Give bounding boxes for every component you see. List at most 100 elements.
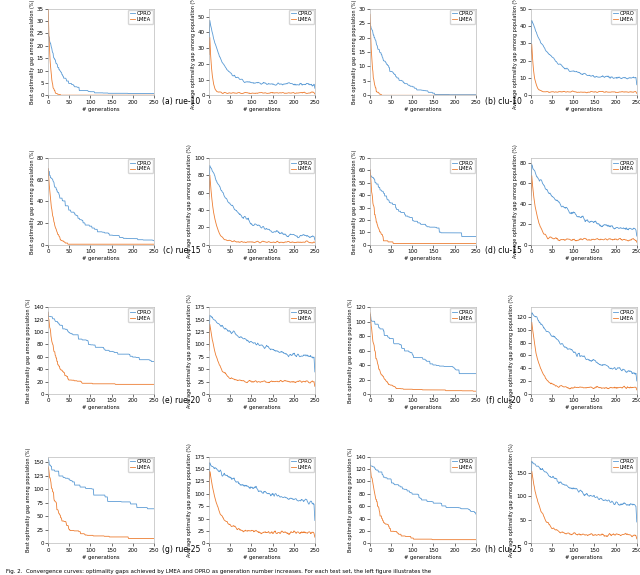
LMEA — [569, 236, 577, 243]
OPRO — [472, 233, 479, 240]
LMEA — [366, 309, 374, 316]
OPRO — [44, 455, 52, 462]
OPRO — [456, 370, 463, 377]
OPRO — [599, 223, 607, 229]
OPRO — [528, 161, 536, 168]
Line: LMEA: LMEA — [48, 1, 154, 95]
OPRO — [429, 90, 436, 97]
LMEA — [430, 386, 438, 393]
LMEA — [438, 536, 446, 543]
LMEA — [116, 241, 124, 248]
OPRO — [599, 497, 607, 504]
LMEA — [599, 531, 607, 538]
LMEA — [124, 381, 132, 388]
OPRO — [150, 358, 157, 365]
OPRO — [607, 74, 615, 81]
X-axis label: # generations: # generations — [82, 405, 120, 411]
OPRO — [206, 17, 214, 24]
OPRO — [633, 377, 640, 384]
OPRO — [205, 46, 213, 53]
OPRO — [205, 193, 213, 200]
OPRO — [576, 213, 584, 220]
OPRO — [438, 229, 445, 236]
OPRO — [430, 224, 438, 231]
OPRO — [144, 505, 152, 512]
OPRO — [254, 486, 262, 493]
OPRO — [268, 229, 276, 236]
OPRO — [268, 490, 276, 497]
OPRO — [269, 81, 277, 87]
Line: LMEA: LMEA — [370, 14, 476, 95]
LMEA — [64, 241, 72, 248]
OPRO — [124, 235, 131, 242]
OPRO — [92, 344, 100, 351]
LMEA — [408, 240, 416, 247]
LMEA — [108, 534, 116, 540]
LMEA — [109, 92, 116, 99]
OPRO — [576, 488, 584, 494]
LMEA — [268, 378, 276, 385]
LMEA — [111, 381, 119, 388]
LMEA — [311, 90, 319, 97]
OPRO — [445, 229, 453, 236]
LMEA — [599, 88, 607, 95]
OPRO — [591, 218, 599, 225]
X-axis label: # generations: # generations — [82, 256, 120, 261]
OPRO — [458, 233, 466, 240]
LMEA — [527, 345, 535, 352]
LMEA — [408, 386, 415, 393]
OPRO — [254, 79, 262, 86]
OPRO — [107, 232, 115, 239]
OPRO — [247, 79, 255, 86]
LMEA — [206, 34, 214, 41]
OPRO — [86, 485, 93, 492]
OPRO — [472, 91, 479, 98]
OPRO — [528, 458, 536, 465]
Line: OPRO: OPRO — [209, 20, 315, 89]
LMEA — [472, 240, 479, 247]
OPRO — [247, 484, 255, 490]
OPRO — [150, 237, 157, 244]
OPRO — [408, 83, 415, 90]
LMEA — [44, 0, 52, 5]
Legend: OPRO, LMEA: OPRO, LMEA — [450, 458, 475, 472]
LMEA — [429, 240, 437, 247]
LMEA — [254, 90, 262, 97]
Y-axis label: Average optimality gap among population (%): Average optimality gap among population … — [188, 294, 192, 408]
OPRO — [438, 91, 445, 98]
OPRO — [408, 214, 415, 221]
X-axis label: # generations: # generations — [243, 405, 281, 411]
LMEA — [116, 92, 124, 99]
LMEA — [311, 383, 319, 390]
OPRO — [528, 309, 536, 316]
OPRO — [206, 459, 214, 466]
LMEA — [107, 380, 115, 387]
X-axis label: # generations: # generations — [82, 107, 120, 112]
OPRO — [590, 218, 598, 225]
OPRO — [527, 342, 535, 348]
Legend: OPRO, LMEA: OPRO, LMEA — [611, 308, 636, 322]
Text: (c) rue-15: (c) rue-15 — [163, 247, 200, 255]
OPRO — [591, 494, 599, 501]
LMEA — [254, 378, 262, 385]
LMEA — [247, 377, 255, 384]
LMEA — [205, 51, 213, 58]
OPRO — [528, 17, 536, 24]
LMEA — [116, 381, 124, 388]
OPRO — [429, 224, 436, 231]
Line: LMEA: LMEA — [209, 175, 315, 243]
OPRO — [268, 346, 276, 352]
LMEA — [150, 241, 157, 248]
OPRO — [438, 363, 445, 370]
Text: (d) clu-15: (d) clu-15 — [485, 247, 522, 255]
Line: LMEA: LMEA — [370, 313, 476, 391]
LMEA — [527, 197, 535, 204]
Legend: OPRO, LMEA: OPRO, LMEA — [450, 308, 475, 322]
LMEA — [569, 385, 577, 392]
Y-axis label: Average optimality gap among population (%): Average optimality gap among population … — [513, 144, 518, 258]
Line: LMEA: LMEA — [531, 471, 637, 539]
OPRO — [277, 230, 285, 237]
Y-axis label: Average optimality gap among population (%): Average optimality gap among population … — [191, 0, 196, 109]
LMEA — [311, 534, 319, 540]
LMEA — [428, 536, 436, 543]
